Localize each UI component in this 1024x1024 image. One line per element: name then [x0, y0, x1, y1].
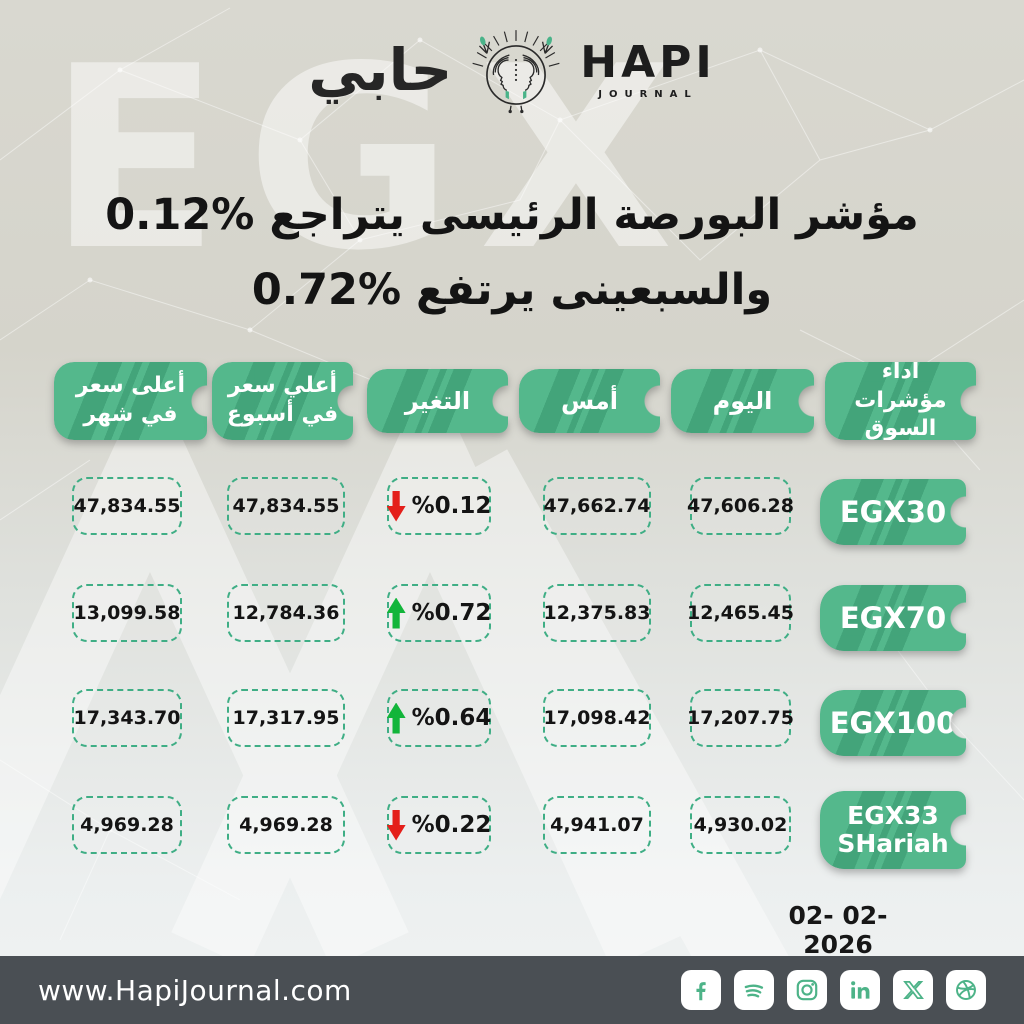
- egx30-change: %0.12: [386, 477, 492, 535]
- logo-latin-text: HAPI: [580, 36, 716, 88]
- instagram-icon[interactable]: [787, 970, 827, 1010]
- change-arrow-icon: [386, 490, 406, 522]
- egx33-month-high: 4,969.28: [72, 796, 182, 854]
- egx70-change: %0.72: [386, 584, 492, 642]
- logo-arabic-text: حابي: [308, 36, 453, 104]
- headline: مؤشر البورصة الرئيسى يتراجع %0.12 والسبع…: [0, 178, 1024, 329]
- egx70-today: 12,465.45: [687, 584, 794, 642]
- change-value: %0.64: [411, 705, 492, 731]
- egx100-yesterday: 17,098.42: [543, 689, 651, 747]
- change-arrow-icon: [386, 702, 406, 734]
- ribbon-shadow: EGX100: [820, 690, 966, 756]
- header-change: التغير: [367, 369, 508, 433]
- egx70-yesterday: 12,375.83: [543, 584, 651, 642]
- egx30-yesterday: 47,662.74: [543, 477, 651, 535]
- ribbon-shadow: أعلي سعر في أسبوع: [212, 362, 353, 440]
- change-value: %0.12: [411, 493, 492, 519]
- linkedin-icon[interactable]: [840, 970, 880, 1010]
- spotify-icon[interactable]: [734, 970, 774, 1010]
- egx33-week-high: 4,969.28: [227, 796, 345, 854]
- egx33-yesterday: 4,941.07: [543, 796, 651, 854]
- egx-background-watermark: EGX: [48, 13, 700, 306]
- logo: حابي: [0, 16, 1024, 124]
- ribbon-shadow: أعلى سعر في شهر: [54, 362, 207, 440]
- change-value: %0.22: [411, 812, 492, 838]
- egx100-week-high: 17,317.95: [227, 689, 345, 747]
- egx33-change: %0.22: [386, 796, 492, 854]
- egx30-today: 47,606.28: [687, 477, 794, 535]
- ribbon-shadow: EGX70: [820, 585, 966, 651]
- ribbon-shadow: التغير: [367, 369, 508, 433]
- egx100-change: %0.64: [386, 689, 492, 747]
- footer-bar: www.HapiJournal.com: [0, 956, 1024, 1024]
- report-date: 02- 02-2026: [788, 901, 888, 959]
- logo-latin-block: HAPI JOURNAL: [580, 36, 716, 100]
- dribbble-icon[interactable]: [946, 970, 986, 1010]
- social-icons: [681, 970, 986, 1010]
- index-ribbon-egx70: EGX70: [820, 585, 966, 651]
- egx33-today: 4,930.02: [690, 796, 791, 854]
- index-ribbon-egx100: EGX100: [820, 690, 966, 756]
- change-arrow-icon: [386, 809, 406, 841]
- change-value: %0.72: [411, 600, 492, 626]
- ribbon-shadow: EGX33 SHariah: [820, 791, 966, 869]
- change-arrow-icon: [386, 597, 406, 629]
- website-url: www.HapiJournal.com: [38, 973, 352, 1007]
- header-yesterday: أمس: [519, 369, 660, 433]
- header-today: اليوم: [671, 369, 814, 433]
- headline-line-2: والسبعينى يرتفع %0.72: [251, 265, 773, 316]
- egx30-month-high: 47,834.55: [72, 477, 182, 535]
- ribbon-shadow: أداء مؤشرات السوق: [825, 359, 976, 441]
- egx70-week-high: 12,784.36: [227, 584, 345, 642]
- egx70-month-high: 13,099.58: [72, 584, 182, 642]
- ribbon-shadow: EGX30: [820, 479, 966, 545]
- index-ribbon-egx33-shariah: EGX33 SHariah: [820, 791, 966, 869]
- egx100-today: 17,207.75: [687, 689, 794, 747]
- header-week-high: أعلي سعر في أسبوع: [212, 362, 353, 440]
- logo-subtitle-text: JOURNAL: [598, 88, 698, 100]
- index-ribbon-egx30: EGX30: [820, 479, 966, 545]
- egx30-week-high: 47,834.55: [227, 477, 345, 535]
- x-twitter-icon[interactable]: [893, 970, 933, 1010]
- header-index-performance: أداء مؤشرات السوق: [825, 359, 976, 441]
- ribbon-shadow: أمس: [519, 369, 660, 433]
- headline-line-1: مؤشر البورصة الرئيسى يتراجع %0.12: [105, 190, 919, 240]
- header-month-high: أعلى سعر في شهر: [54, 362, 207, 440]
- hapi-emblem-icon: [472, 30, 560, 114]
- egx100-month-high: 17,343.70: [72, 689, 182, 747]
- ribbon-shadow: اليوم: [671, 369, 814, 433]
- facebook-icon[interactable]: [681, 970, 721, 1010]
